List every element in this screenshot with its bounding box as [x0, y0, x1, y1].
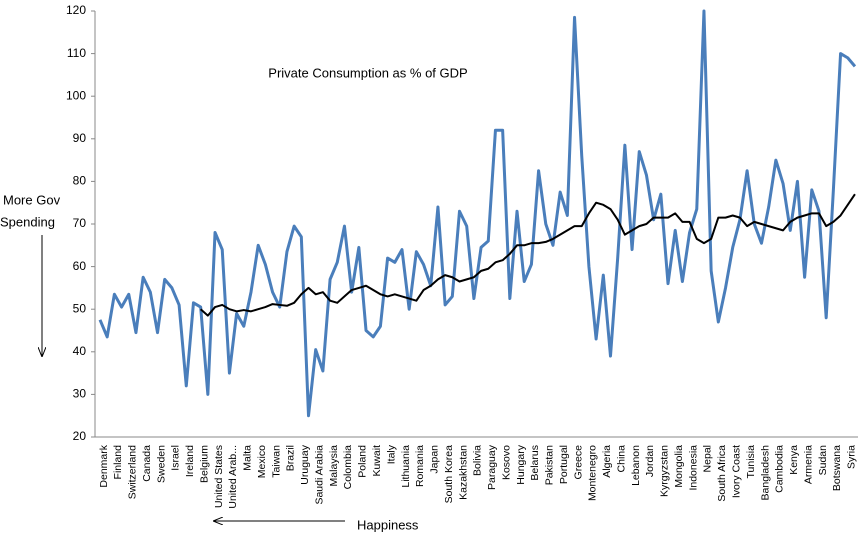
line-series [98, 9, 857, 418]
side-label: Spending [0, 214, 55, 229]
x-tick-label: South Africa [716, 445, 728, 502]
x-tick-label: Kosovo [500, 445, 512, 480]
y-tick-label: 90 [73, 131, 87, 145]
x-tick-label: United Arab... [227, 445, 239, 509]
y-tick-label: 40 [73, 344, 87, 358]
side-label: More Gov [3, 192, 61, 207]
x-axis-label: Happiness [357, 517, 419, 532]
x-tick-label: Pakistan [544, 445, 556, 485]
x-tick-label: Israel [170, 445, 182, 471]
x-tick-label: Kazakhstan [457, 445, 469, 500]
x-tick-label: Belgium [198, 445, 210, 483]
y-tick-label: 60 [73, 259, 87, 273]
x-tick-label: Saudi Arabia [313, 445, 325, 505]
x-tick-label: Finland [112, 445, 124, 480]
y-tick-label: 20 [73, 429, 87, 443]
x-tick-label: Nepal [702, 445, 714, 472]
y-tick-label: 70 [73, 216, 87, 230]
chart-title: Private Consumption as % of GDP [268, 65, 467, 80]
x-tick-label: Malta [242, 445, 254, 471]
x-tick-label: Italy [385, 444, 397, 464]
x-tick-label: Bangladesh [759, 445, 771, 501]
x-tick-label: Switzerland [127, 445, 139, 499]
x-tick-label: Greece [572, 445, 584, 480]
x-tick-label: Belarus [529, 445, 541, 481]
x-tick-label: Indonesia [687, 445, 699, 491]
line-series [199, 193, 856, 317]
x-tick-label: Denmark [98, 444, 110, 487]
x-tick-label: Cambodia [774, 445, 786, 493]
x-tick-label: Montenegro [587, 445, 599, 501]
x-tick-label: Mongolia [673, 445, 685, 488]
x-tick-label: Armenia [802, 445, 814, 484]
x-tick-label: Sudan [817, 445, 829, 476]
x-tick-label: Portugal [558, 445, 570, 484]
x-tick-label: Uruguay [299, 444, 311, 484]
y-tick-label: 30 [73, 387, 87, 401]
x-tick-label: Paraguay [486, 444, 498, 490]
y-tick-label: 50 [73, 301, 87, 315]
x-tick-label: Botswana [831, 445, 843, 491]
x-tick-label: China [615, 445, 627, 473]
x-tick-label: South Korea [443, 445, 455, 504]
x-tick-label: Mexico [256, 445, 268, 478]
y-tick-label: 110 [67, 46, 86, 60]
x-tick-label: Malaysia [328, 445, 340, 487]
x-tick-label: Kenya [788, 445, 800, 475]
x-tick-label: Romania [414, 445, 426, 487]
x-tick-label: Ivory Coast [731, 445, 743, 498]
x-tick-label: Brazil [285, 445, 297, 471]
x-tick-label: Colombia [342, 445, 354, 490]
x-tick-label: Syria [846, 445, 858, 469]
x-tick-label: Lithuania [400, 445, 412, 488]
x-tick-label: Kuwait [371, 445, 383, 477]
x-tick-label: Poland [357, 445, 369, 478]
x-tick-label: Jordan [644, 445, 656, 477]
x-tick-label: Sweden [155, 445, 167, 483]
y-tick-label: 120 [66, 3, 86, 17]
x-tick-label: Bolivia [472, 445, 484, 476]
x-tick-label: Taiwan [270, 445, 282, 478]
y-tick-label: 100 [66, 88, 86, 102]
x-tick-label: Tunisia [745, 445, 757, 479]
x-tick-label: Ireland [184, 445, 196, 477]
x-tick-label: United States [213, 445, 225, 508]
x-tick-label: Japan [429, 445, 441, 474]
x-tick-label: Lebanon [630, 445, 642, 486]
x-tick-label: Hungary [515, 444, 527, 484]
x-tick-label: Kyrgyzstan [659, 445, 671, 497]
y-tick-label: 80 [73, 174, 87, 188]
x-tick-label: Canada [141, 445, 153, 482]
x-tick-label: Algeria [601, 445, 613, 478]
